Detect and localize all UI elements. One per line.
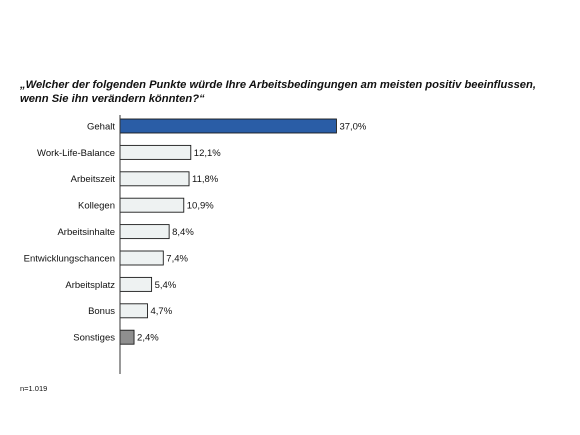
value-label: 37,0%	[339, 121, 366, 132]
category-label: Arbeitszeit	[71, 174, 116, 185]
category-label: Entwicklungschancen	[24, 253, 115, 264]
sample-size-note: n=1.019	[20, 384, 48, 393]
bar	[119, 303, 148, 319]
category-label: Kollegen	[78, 201, 115, 212]
value-label: 10,9%	[187, 201, 214, 212]
bar	[119, 171, 190, 187]
bar	[119, 224, 170, 240]
bar	[119, 329, 135, 345]
value-label: 7,4%	[166, 253, 188, 264]
category-label: Arbeitsinhalte	[57, 227, 115, 238]
category-label: Bonus	[88, 306, 115, 317]
bar	[119, 118, 337, 134]
chart-title: „Welcher der folgenden Punkte würde Ihre…	[20, 79, 536, 105]
value-label: 12,1%	[194, 148, 221, 159]
category-label: Gehalt	[87, 121, 115, 132]
value-label: 11,8%	[192, 174, 219, 185]
bar	[119, 250, 164, 266]
category-label: Sonstiges	[73, 333, 115, 344]
category-label: Arbeitsplatz	[65, 280, 115, 291]
value-label: 5,4%	[155, 280, 177, 291]
value-label: 8,4%	[172, 227, 194, 238]
bar	[119, 197, 185, 213]
bar	[119, 144, 192, 160]
category-label: Work-Life-Balance	[37, 148, 115, 159]
value-label: 2,4%	[137, 333, 159, 344]
value-label: 4,7%	[150, 306, 172, 317]
bar	[119, 276, 153, 292]
